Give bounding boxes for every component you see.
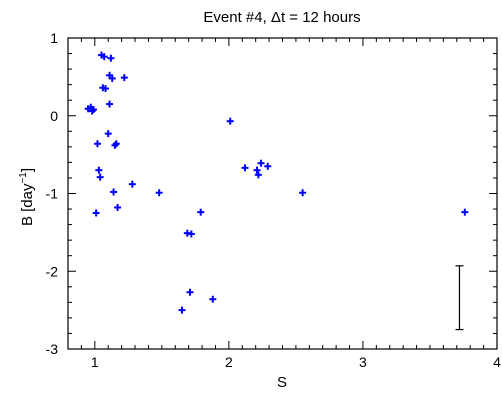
y-tick-label: -1 [46, 186, 59, 202]
data-point [128, 180, 136, 188]
data-point [92, 209, 100, 217]
data-point [253, 166, 261, 174]
data-point [93, 140, 101, 148]
y-tick-label: -3 [46, 341, 59, 357]
axis-ticks [67, 37, 498, 350]
y-axis-label: B [day−1] [18, 168, 36, 226]
y-axis-label-superscript: −1 [18, 172, 29, 184]
data-point [110, 188, 118, 196]
y-axis-label-close: ] [19, 168, 36, 172]
data-point [89, 106, 97, 114]
data-point [106, 100, 114, 108]
y-tick-labels: 1 0 -1 -2 -3 [46, 30, 59, 357]
data-point [120, 74, 128, 82]
data-point [461, 208, 469, 216]
x-tick-labels: 1 2 3 4 [91, 354, 501, 370]
data-point [96, 173, 104, 181]
data-point [102, 85, 110, 93]
data-point [241, 164, 249, 172]
data-point [104, 130, 112, 138]
x-tick-label: 2 [225, 354, 233, 370]
y-tick-label: 0 [50, 108, 58, 124]
x-tick-label: 1 [91, 354, 99, 370]
error-bar [455, 265, 464, 331]
data-point [299, 189, 307, 197]
y-tick-label: 1 [50, 30, 58, 46]
data-point [95, 166, 103, 174]
data-point [187, 230, 195, 238]
x-axis-label: S [277, 374, 287, 391]
y-tick-label: -2 [46, 263, 59, 279]
data-point [107, 54, 115, 62]
data-point [112, 140, 120, 148]
data-point [186, 288, 194, 296]
data-point [108, 74, 116, 82]
data-point [257, 159, 265, 167]
data-point [254, 171, 262, 179]
data-point [155, 189, 163, 197]
data-point [178, 306, 186, 314]
data-point [197, 208, 205, 216]
data-points [84, 51, 469, 314]
plot-frame [67, 37, 498, 350]
y-axis-label-main: B [day [19, 183, 36, 226]
data-point [100, 53, 108, 61]
x-tick-label: 4 [493, 354, 501, 370]
data-point [264, 162, 272, 170]
data-point [114, 203, 122, 211]
chart-title: Event #4, Δt = 12 hours [203, 9, 360, 26]
data-point [226, 117, 234, 125]
data-point [209, 295, 217, 303]
x-tick-label: 3 [359, 354, 367, 370]
